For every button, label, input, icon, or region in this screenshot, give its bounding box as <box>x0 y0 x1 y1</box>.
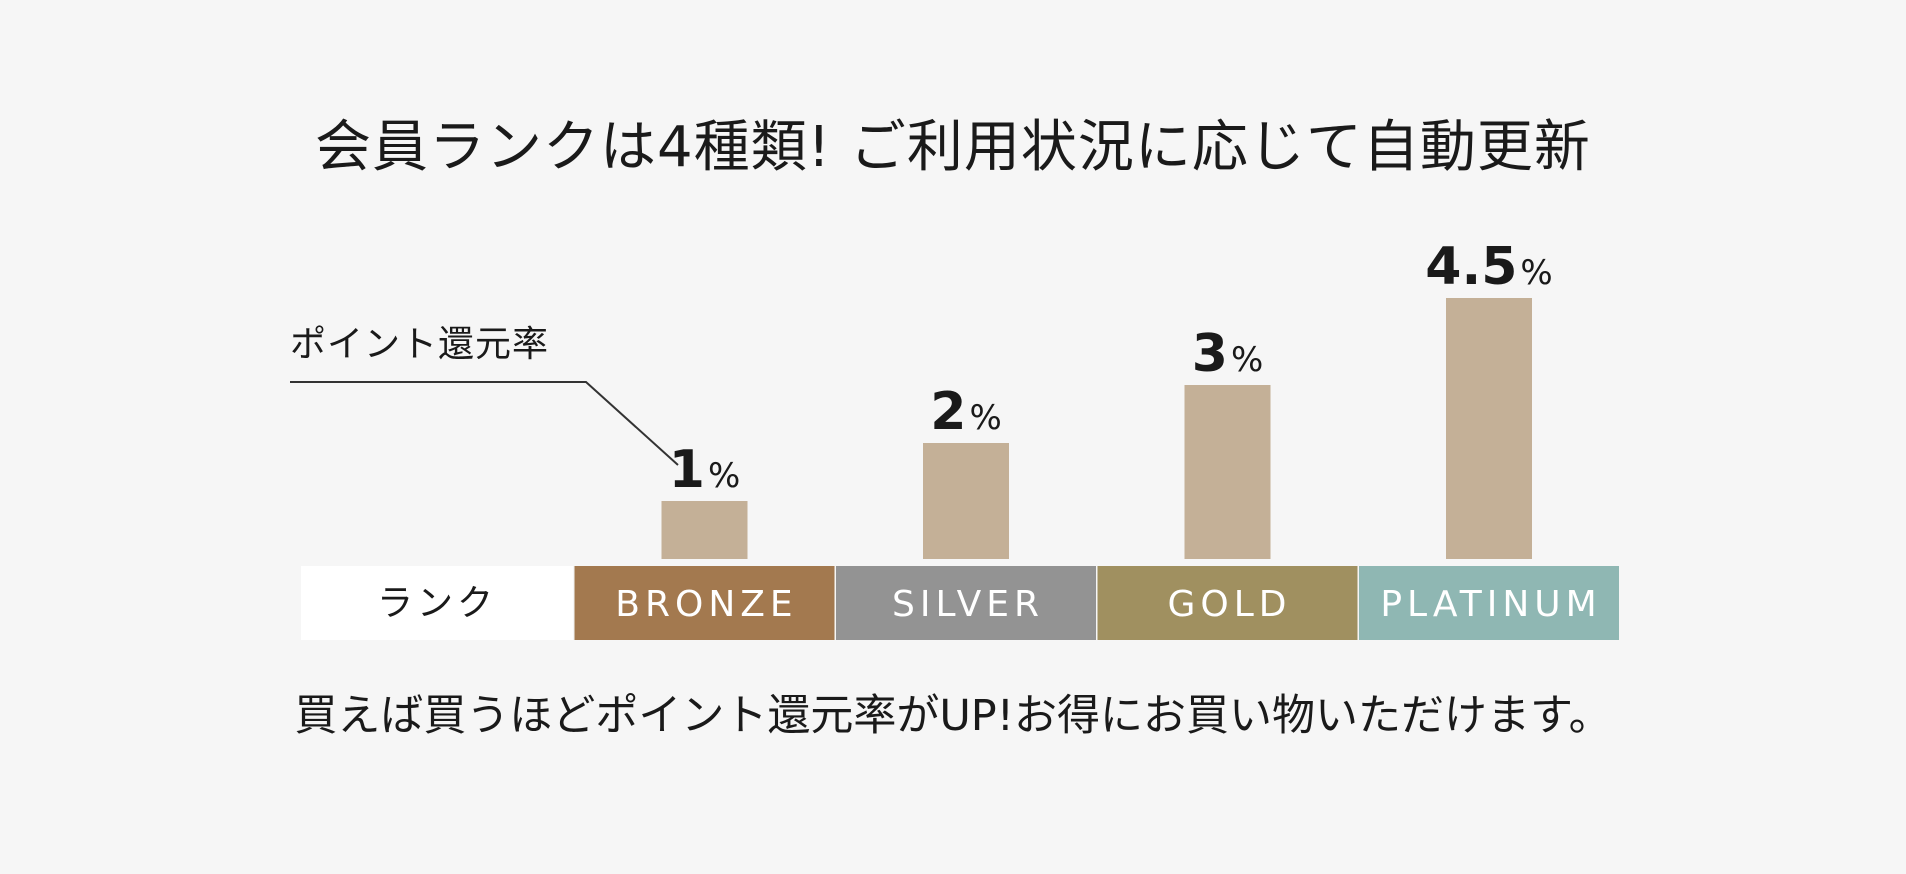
value-number-gold: 3 <box>1192 324 1228 384</box>
chart-bars: 1%2%3%4.5% <box>661 237 1553 559</box>
value-label-platinum: 4.5% <box>1425 237 1552 297</box>
rank-label-gold: GOLD <box>1167 584 1291 625</box>
bar-silver <box>923 443 1009 559</box>
bar-gold <box>1184 385 1271 559</box>
y-label-annotation: ポイント還元率 <box>290 324 679 466</box>
rank-row: ランク BRONZE SILVER GOLD PLATINUM <box>301 566 1619 640</box>
value-label-gold: 3% <box>1192 324 1264 384</box>
value-unit-silver: % <box>969 398 1001 438</box>
rank-cell-silver <box>836 566 1096 640</box>
rank-label-silver: SILVER <box>892 584 1044 625</box>
bar-bronze <box>661 501 748 559</box>
rank-row-label: ランク <box>377 583 497 624</box>
rank-cell-platinum <box>1359 566 1619 640</box>
rank-label-bronze: BRONZE <box>615 584 797 625</box>
value-number-bronze: 1 <box>669 440 705 500</box>
footer-message: 買えば買うほどポイント還元率がUP!お得にお買い物いただけます。 <box>294 691 1612 741</box>
bar-platinum <box>1446 298 1532 559</box>
page-title: 会員ランクは4種類! ご利用状況に応じて自動更新 <box>315 115 1591 180</box>
value-unit-platinum: % <box>1520 253 1552 293</box>
rank-row-label-cell <box>301 566 573 640</box>
value-unit-gold: % <box>1231 340 1263 380</box>
value-label-bronze: 1% <box>669 440 741 500</box>
rank-cell-bronze <box>574 566 835 640</box>
value-unit-bronze: % <box>708 456 740 496</box>
annotation-leader-line <box>290 381 679 466</box>
value-label-silver: 2% <box>930 382 1002 442</box>
rank-cell-gold <box>1097 566 1358 640</box>
value-number-platinum: 4.5 <box>1425 237 1517 297</box>
y-axis-label: ポイント還元率 <box>290 324 549 365</box>
rank-label-platinum: PLATINUM <box>1380 584 1601 625</box>
value-number-silver: 2 <box>930 382 966 442</box>
